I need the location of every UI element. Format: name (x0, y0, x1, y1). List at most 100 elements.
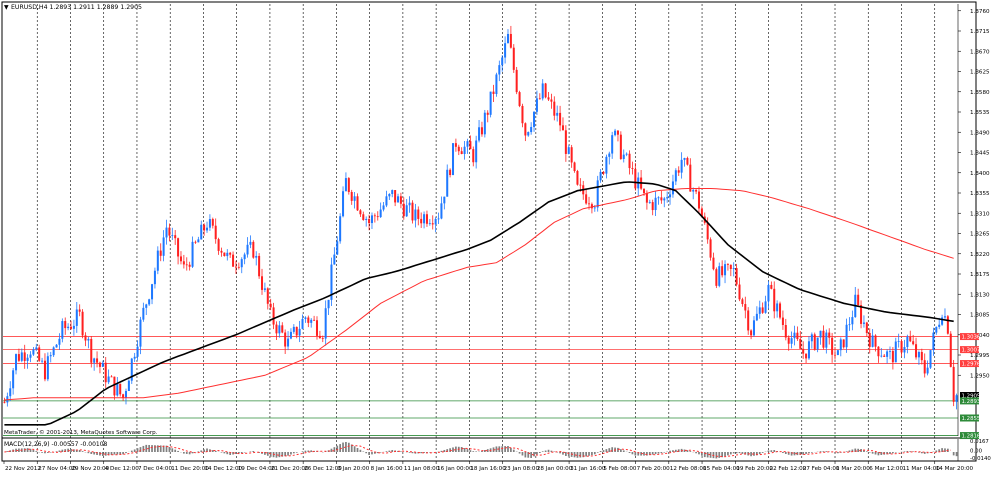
candle-body (434, 218, 437, 225)
candle-body (324, 308, 327, 339)
candle-body (706, 222, 709, 240)
candle-body (674, 170, 677, 182)
candle-body (767, 284, 770, 302)
candle-body (894, 341, 897, 363)
candle-body (524, 123, 527, 136)
candle-body (744, 304, 747, 311)
candle-body (865, 322, 868, 333)
time-label: 31 Jan 16:00 (570, 466, 606, 472)
candle-body (816, 337, 819, 350)
price-label: 1.3310 (970, 211, 990, 217)
candle-body (553, 101, 556, 116)
candle-body (101, 362, 104, 367)
candle-body (310, 319, 313, 323)
candle-body (732, 268, 735, 269)
candle-body (805, 353, 808, 359)
candle-body (920, 351, 923, 361)
candle-body (538, 98, 541, 100)
candle-body (614, 130, 617, 136)
candle-body (454, 143, 457, 147)
candle-body (90, 338, 93, 363)
candle-body (23, 352, 26, 361)
level-tag (960, 333, 979, 341)
candle-body (411, 202, 414, 221)
candle-body (608, 153, 611, 157)
candle-body (831, 337, 834, 355)
candle-body (796, 332, 799, 340)
price-label: 1.3625 (970, 70, 990, 76)
candle-body (475, 140, 478, 163)
candle-body (790, 338, 793, 344)
candle-body (721, 266, 724, 276)
candle-body (130, 358, 133, 381)
candle-body (683, 158, 686, 160)
candle-body (339, 216, 342, 242)
vertical-grid (36, 4, 936, 460)
chart-dropdown-icon[interactable]: ▼ (4, 4, 9, 11)
candle-body (96, 358, 99, 363)
candle-body (252, 241, 255, 258)
candle-body (272, 307, 275, 325)
candle-body (556, 112, 559, 116)
price-label: 1.3715 (970, 29, 990, 35)
candle-body (214, 225, 217, 240)
candle-body (735, 268, 738, 285)
horizontal-level-lines[interactable] (3, 336, 958, 436)
candle-body (133, 356, 136, 359)
candle-body (588, 203, 591, 205)
candle-body (915, 344, 918, 358)
candle-body (200, 224, 203, 240)
candle-body (330, 264, 333, 300)
candle-body (897, 341, 900, 342)
candle-body (220, 250, 223, 253)
candle-body (883, 355, 886, 357)
candle-body (229, 252, 232, 255)
candle-body (793, 332, 796, 339)
candle-body (249, 241, 252, 245)
candle-body (666, 197, 669, 199)
candle-body (642, 188, 646, 194)
candle-body (107, 376, 110, 383)
candle-body (654, 197, 657, 211)
candle-body (104, 362, 107, 383)
candle-body (750, 330, 753, 336)
candle-body (165, 227, 168, 238)
candle-body (570, 147, 573, 163)
time-label: 15 Feb 04:00 (703, 466, 740, 472)
candle-body (226, 252, 229, 257)
time-label: 8 Jan 16:00 (371, 466, 403, 472)
candle-body (585, 194, 588, 204)
candle-body (935, 326, 938, 333)
main-chart-frame (1, 1, 977, 439)
candle-body (512, 47, 515, 70)
candle-body (136, 346, 139, 357)
time-label: 23 Jan 08:00 (504, 466, 540, 472)
candle-body (903, 347, 906, 353)
candle-body (356, 196, 359, 211)
candle-body (605, 156, 608, 174)
candle-body (579, 184, 582, 186)
candle-body (234, 266, 237, 268)
candle-body (72, 325, 75, 329)
candle-body (680, 159, 683, 173)
candle-body (573, 162, 576, 172)
candle-body (463, 146, 466, 154)
candle-body (825, 332, 828, 348)
candle-body (313, 319, 316, 321)
candle-body (506, 33, 510, 44)
candle-body (347, 178, 350, 192)
candle-body (472, 149, 475, 163)
candle-body (321, 338, 324, 339)
candle-body (877, 346, 880, 357)
candle-body (162, 237, 165, 256)
candle-body (842, 339, 845, 348)
candle-body (451, 143, 455, 176)
candle-body (376, 216, 379, 218)
candle-body (874, 335, 877, 347)
candle-body (388, 194, 391, 197)
candle-body (938, 324, 941, 327)
price-label: 1.3535 (970, 110, 990, 116)
candle-body (848, 324, 851, 326)
